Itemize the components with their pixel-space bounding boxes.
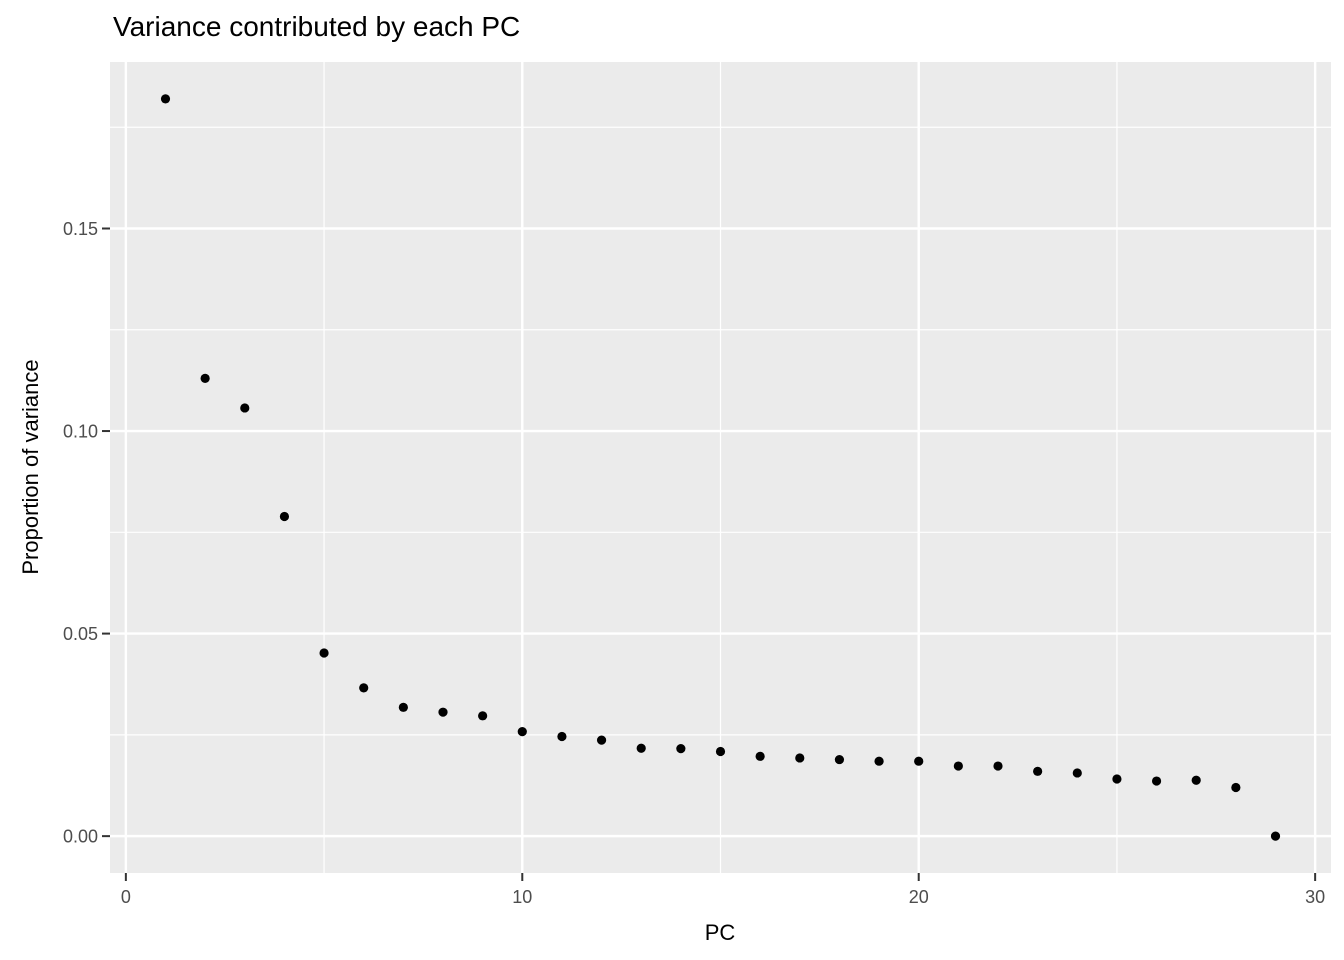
data-point [676, 744, 686, 754]
data-point [557, 731, 567, 742]
chart-title: Variance contributed by each PC [113, 11, 521, 42]
y-tick-label: 0.10 [63, 422, 98, 442]
x-tick-label: 10 [512, 887, 532, 907]
data-point [160, 94, 171, 104]
data-point [715, 746, 726, 757]
data-point [1191, 775, 1201, 785]
x-tick-label: 20 [909, 887, 929, 907]
data-point [1112, 774, 1122, 784]
data-point [438, 707, 448, 717]
y-tick-label: 0.05 [63, 624, 98, 644]
data-point [1151, 776, 1162, 786]
data-point [478, 711, 488, 721]
data-point [398, 702, 408, 712]
y-tick-label: 0.00 [63, 827, 98, 847]
data-point [993, 761, 1003, 771]
data-point [914, 756, 924, 766]
x-tick-label: 30 [1305, 887, 1325, 907]
data-point [834, 754, 845, 765]
x-tick-label: 0 [121, 887, 131, 907]
data-point [1072, 768, 1082, 778]
y-tick-label: 0.15 [63, 219, 98, 239]
data-point [636, 743, 646, 753]
data-point [200, 373, 210, 383]
data-point [517, 727, 527, 737]
data-point [953, 761, 963, 771]
data-point [1231, 782, 1241, 793]
data-point [755, 751, 765, 761]
x-axis-title: PC [704, 920, 736, 945]
data-point [240, 403, 250, 413]
data-point [279, 511, 290, 522]
data-point [1033, 766, 1043, 776]
data-point [795, 753, 805, 763]
data-point [359, 683, 369, 693]
data-point [596, 735, 607, 745]
data-point [874, 756, 884, 766]
data-point [319, 648, 329, 658]
data-point [1270, 831, 1281, 841]
